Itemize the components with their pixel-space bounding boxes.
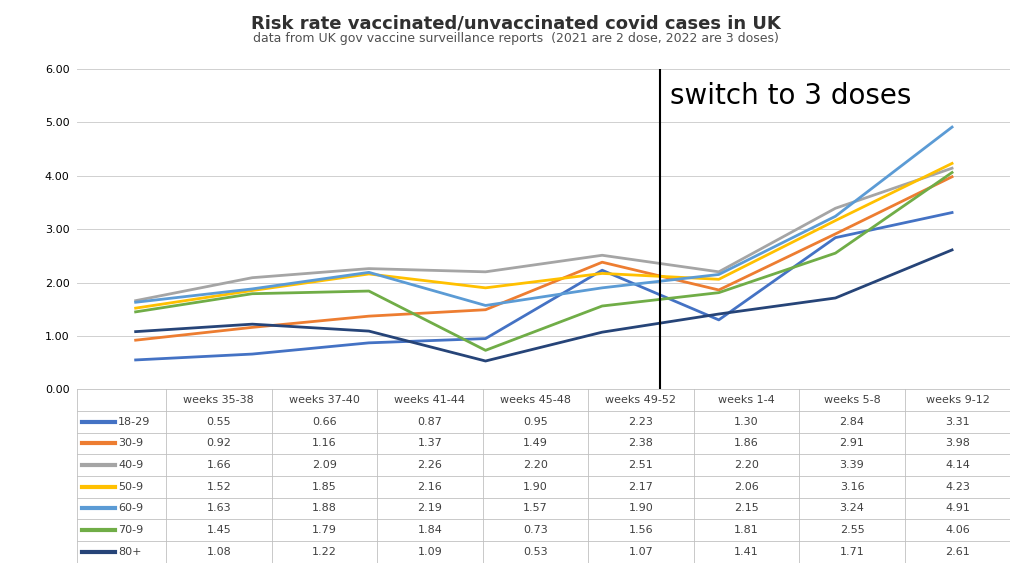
Text: 2.61: 2.61 (945, 546, 970, 557)
Text: 1.45: 1.45 (206, 525, 231, 535)
Text: 30-9: 30-9 (119, 439, 143, 448)
Text: 4.91: 4.91 (945, 503, 970, 513)
Text: 1.49: 1.49 (523, 439, 547, 448)
Text: 1.16: 1.16 (312, 439, 336, 448)
Text: 1.56: 1.56 (629, 525, 654, 535)
Text: 1.84: 1.84 (418, 525, 442, 535)
Text: 2.38: 2.38 (629, 439, 654, 448)
Text: data from UK gov vaccine surveillance reports  (2021 are 2 dose, 2022 are 3 dose: data from UK gov vaccine surveillance re… (253, 32, 778, 45)
Text: 2.23: 2.23 (629, 417, 654, 427)
Text: 1.52: 1.52 (206, 482, 231, 492)
Text: weeks 41-44: weeks 41-44 (394, 395, 465, 405)
Text: weeks 35-38: weeks 35-38 (184, 395, 254, 405)
Text: 3.98: 3.98 (945, 439, 970, 448)
Text: 70-9: 70-9 (119, 525, 143, 535)
Text: 3.31: 3.31 (945, 417, 970, 427)
Text: 2.19: 2.19 (418, 503, 442, 513)
Text: 2.15: 2.15 (734, 503, 759, 513)
Text: 1.08: 1.08 (206, 546, 231, 557)
Text: 1.66: 1.66 (206, 460, 231, 470)
Text: 2.09: 2.09 (311, 460, 337, 470)
Text: 2.16: 2.16 (418, 482, 442, 492)
Text: 2.20: 2.20 (523, 460, 547, 470)
Text: switch to 3 doses: switch to 3 doses (670, 82, 911, 110)
Text: 1.09: 1.09 (418, 546, 442, 557)
Text: 1.90: 1.90 (629, 503, 654, 513)
Text: 1.63: 1.63 (206, 503, 231, 513)
Text: 4.14: 4.14 (945, 460, 970, 470)
Text: 60-9: 60-9 (119, 503, 143, 513)
Text: 1.79: 1.79 (311, 525, 337, 535)
Text: 1.41: 1.41 (734, 546, 759, 557)
Text: 2.26: 2.26 (418, 460, 442, 470)
Text: 3.16: 3.16 (839, 482, 864, 492)
Text: weeks 5-8: weeks 5-8 (824, 395, 880, 405)
Text: 2.91: 2.91 (839, 439, 864, 448)
Text: 2.06: 2.06 (734, 482, 759, 492)
Text: 4.23: 4.23 (945, 482, 970, 492)
Text: 1.22: 1.22 (311, 546, 337, 557)
Text: 2.20: 2.20 (734, 460, 759, 470)
Text: 0.73: 0.73 (523, 525, 547, 535)
Text: 1.85: 1.85 (312, 482, 337, 492)
Text: 1.57: 1.57 (523, 503, 547, 513)
Text: 0.66: 0.66 (312, 417, 336, 427)
Text: 3.24: 3.24 (839, 503, 864, 513)
Text: 1.37: 1.37 (418, 439, 442, 448)
Text: 18-29: 18-29 (119, 417, 151, 427)
Text: weeks 37-40: weeks 37-40 (289, 395, 360, 405)
Text: 0.53: 0.53 (523, 546, 547, 557)
Text: 2.17: 2.17 (629, 482, 654, 492)
Text: 0.95: 0.95 (523, 417, 547, 427)
Text: 1.81: 1.81 (734, 525, 759, 535)
Text: 2.51: 2.51 (629, 460, 654, 470)
Text: 4.06: 4.06 (945, 525, 970, 535)
Text: 2.55: 2.55 (839, 525, 864, 535)
Text: 1.30: 1.30 (734, 417, 759, 427)
Text: 1.71: 1.71 (839, 546, 864, 557)
Text: weeks 49-52: weeks 49-52 (605, 395, 676, 405)
Text: 1.90: 1.90 (523, 482, 547, 492)
Text: Risk rate vaccinated/unvaccinated covid cases in UK: Risk rate vaccinated/unvaccinated covid … (251, 14, 780, 32)
Text: 3.39: 3.39 (839, 460, 864, 470)
Text: weeks 45-48: weeks 45-48 (500, 395, 571, 405)
Text: 0.87: 0.87 (418, 417, 442, 427)
Text: 2.84: 2.84 (839, 417, 865, 427)
Text: 50-9: 50-9 (119, 482, 143, 492)
Text: weeks 1-4: weeks 1-4 (719, 395, 775, 405)
Text: 40-9: 40-9 (119, 460, 143, 470)
Text: 1.86: 1.86 (734, 439, 759, 448)
Text: 1.88: 1.88 (311, 503, 337, 513)
Text: 80+: 80+ (119, 546, 141, 557)
Text: 0.55: 0.55 (206, 417, 231, 427)
Text: 0.92: 0.92 (206, 439, 231, 448)
Text: 1.07: 1.07 (629, 546, 654, 557)
Text: weeks 9-12: weeks 9-12 (926, 395, 990, 405)
